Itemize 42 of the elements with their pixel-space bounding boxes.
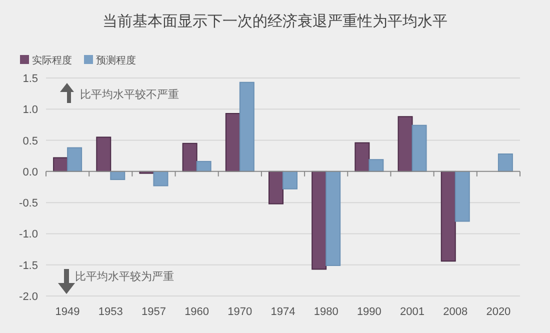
bar <box>412 124 427 172</box>
bar <box>398 116 413 172</box>
annotation: 比平均水平较为严重 <box>75 270 174 283</box>
bar <box>268 170 284 204</box>
legend-label: 实际程度 <box>32 54 72 66</box>
bar <box>153 170 168 186</box>
legend-label: 预测程度 <box>96 54 136 66</box>
y-tick-label: 0.0 <box>22 166 38 178</box>
annotation: 比平均水平较不严重 <box>80 88 179 101</box>
x-tick-label: 2008 <box>443 306 468 318</box>
x-tick-label: 1960 <box>184 306 210 318</box>
x-tick-label: 2001 <box>400 306 425 318</box>
bar <box>239 82 254 172</box>
y-tick-label: 1.5 <box>22 73 38 85</box>
y-tick-label: -2.0 <box>19 291 38 303</box>
x-tick-label: 1990 <box>356 306 382 318</box>
bar <box>196 160 212 172</box>
bar <box>282 170 298 190</box>
bar <box>326 170 341 266</box>
x-tick-label: 2020 <box>486 306 511 318</box>
bar <box>454 170 470 222</box>
y-tick-label: -1.0 <box>19 228 38 241</box>
bar <box>498 153 513 172</box>
x-tick-label: 1970 <box>228 306 252 318</box>
x-tick-label: 1974 <box>270 306 296 318</box>
bar <box>368 159 384 172</box>
bar <box>67 147 82 172</box>
x-tick-label: 1957 <box>141 306 166 318</box>
y-tick-label: -1.5 <box>19 260 38 272</box>
bar <box>440 170 456 262</box>
bar <box>354 142 370 172</box>
chart-title: 当前基本面显示下一次的经济衰退严重性为平均水平 <box>102 13 448 30</box>
y-tick-label: 0.5 <box>22 135 38 148</box>
bar <box>225 113 240 172</box>
x-tick-label: 1980 <box>314 306 338 318</box>
bar <box>182 142 198 172</box>
y-tick-label: -0.5 <box>19 198 38 210</box>
bar <box>312 170 327 270</box>
x-tick-label: 1953 <box>98 306 123 318</box>
y-tick-label: 1.0 <box>22 104 38 116</box>
bar <box>96 136 112 172</box>
x-tick-label: 1949 <box>55 306 80 318</box>
